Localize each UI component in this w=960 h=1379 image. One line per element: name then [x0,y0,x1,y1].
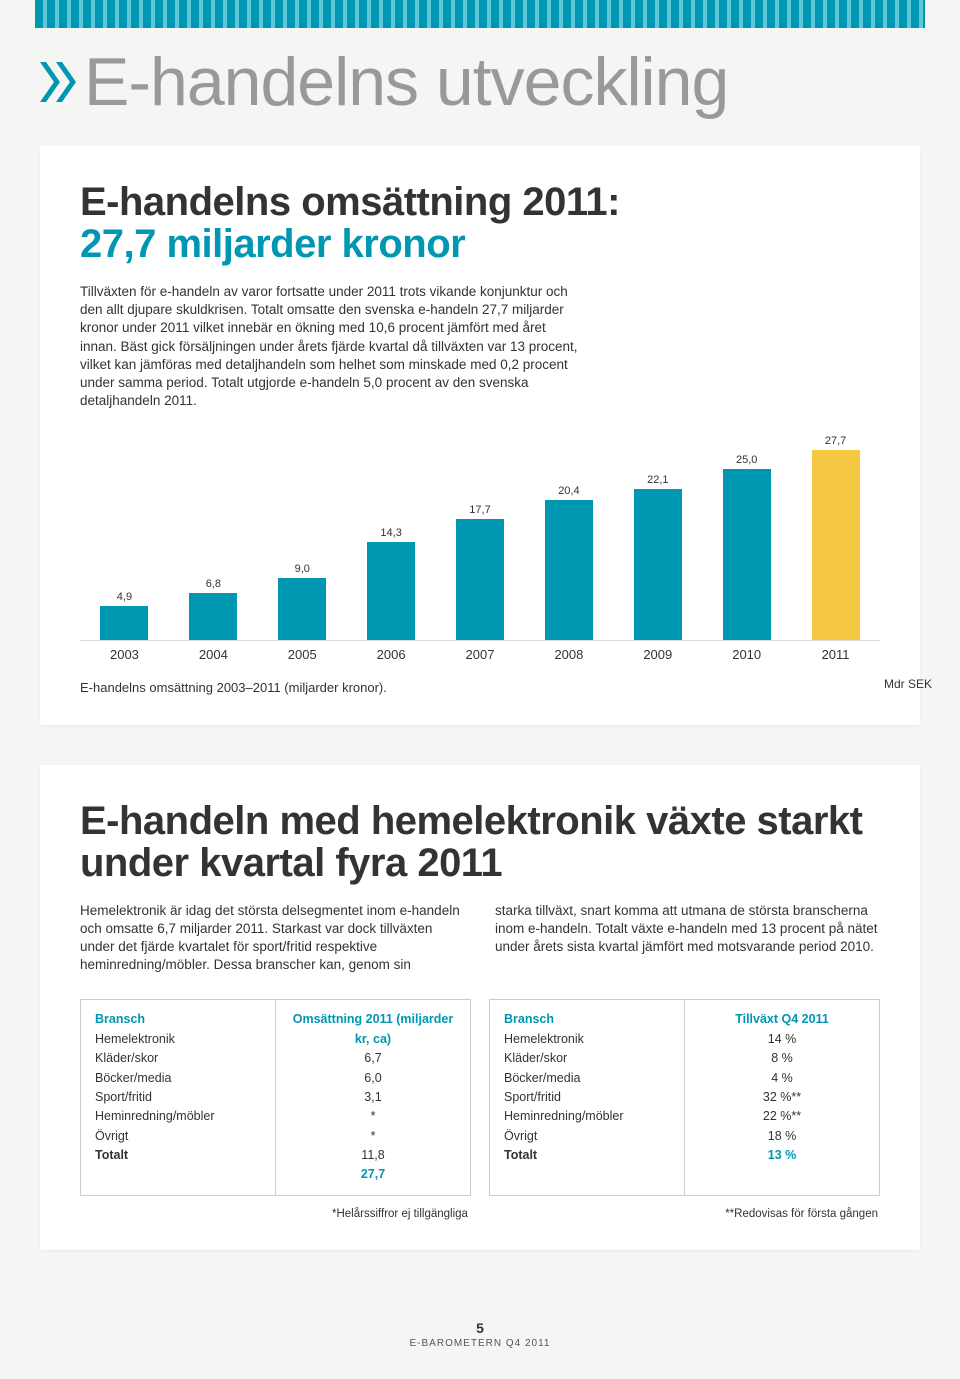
table-cell: 6,0 [290,1069,456,1088]
page-title-text: E-handelns utveckling [84,48,728,116]
bar [367,542,415,640]
page-number: 5 [40,1320,920,1336]
tables-row: BranschHemelektronikKläder/skorBöcker/me… [80,999,880,1195]
table-cell: Omsättning 2011 (miljarder kr, ca) [290,1010,456,1049]
x-label: 2004 [179,647,248,662]
table-cell: Sport/fritid [95,1088,261,1107]
bar [634,489,682,640]
bar-value-label: 20,4 [558,485,579,497]
chart-axis-label: Mdr SEK [884,677,932,691]
table-cell: Heminredning/möbler [95,1107,261,1126]
table-cell: Böcker/media [504,1069,670,1088]
table-cell: Kläder/skor [95,1049,261,1068]
bar [545,500,593,639]
bar [100,606,148,639]
section-revenue: E-handelns omsättning 2011: 27,7 miljard… [40,146,920,725]
x-label: 2007 [446,647,515,662]
table-cell: Sport/fritid [504,1088,670,1107]
page-footer: 5 E-BAROMETERN Q4 2011 [40,1320,920,1349]
bar-value-label: 14,3 [380,527,401,539]
chart-bar: 4,9 [90,421,159,640]
chart-bar: 20,4 [534,421,603,640]
table-cell: * [290,1127,456,1146]
section-growth: E-handeln med hemelektronik växte starkt… [40,765,920,1250]
page-title: E-handelns utveckling [40,48,920,116]
table-cell: * [290,1107,456,1126]
table-cell: 18 % [699,1127,865,1146]
table-cell: Heminredning/möbler [504,1107,670,1126]
table-cell: Övrigt [95,1127,261,1146]
chart-bar: 22,1 [623,421,692,640]
footnote-1: *Helårssiffror ej tillgängliga [332,1208,468,1220]
x-label: 2009 [623,647,692,662]
bar-value-label: 25,0 [736,454,757,466]
table-cell: Bransch [95,1010,261,1029]
table-cell: Övrigt [504,1127,670,1146]
footnotes: *Helårssiffror ej tillgängliga **Redovis… [80,1208,880,1220]
x-label: 2006 [357,647,426,662]
x-label: 2005 [268,647,337,662]
section1-heading-line1: E-handelns omsättning 2011: [80,181,880,223]
chart-bar: 9,0 [268,421,337,640]
table-cell: Böcker/media [95,1069,261,1088]
chart-caption: E-handelns omsättning 2003–2011 (miljard… [80,680,880,695]
section1-body: Tillväxten för e-handeln av varor fortsa… [80,283,580,411]
table-revenue: BranschHemelektronikKläder/skorBöcker/me… [80,999,471,1195]
chart-bar: 6,8 [179,421,248,640]
bar-value-label: 6,8 [206,578,221,590]
table-cell: Hemelektronik [95,1030,261,1049]
table-cell: 22 %** [699,1107,865,1126]
section2-body: Hemelektronik är idag det största delseg… [80,902,880,975]
bar-value-label: 27,7 [825,435,846,447]
publication-label: E-BAROMETERN Q4 2011 [40,1338,920,1349]
section1-heading-line2: 27,7 miljarder kronor [80,223,880,265]
x-label: 2010 [712,647,781,662]
table-cell: Totalt [504,1146,670,1165]
table-cell: 11,8 [290,1146,456,1165]
chevron-right-icon [40,62,76,102]
bar [723,469,771,640]
bar-value-label: 4,9 [117,591,132,603]
x-label: 2003 [90,647,159,662]
chart-bar: 17,7 [446,421,515,640]
table-total-value: 27,7 [290,1165,456,1184]
table-total-value: 13 % [699,1146,865,1165]
table-cell: 4 % [699,1069,865,1088]
bar [278,578,326,640]
chart-bar: 27,7 [801,421,870,640]
table-cell: Hemelektronik [504,1030,670,1049]
bar-value-label: 9,0 [295,563,310,575]
chart-bar: 14,3 [357,421,426,640]
table-cell: Bransch [504,1010,670,1029]
bar-value-label: 22,1 [647,474,668,486]
x-label: 2011 [801,647,870,662]
section2-col2: starka tillväxt, snart komma att utmana … [495,902,880,975]
table-cell: Tillväxt Q4 2011 [699,1010,865,1029]
page: E-handelns utveckling E-handelns omsättn… [0,0,960,1379]
revenue-chart: 4,96,89,014,317,720,422,125,027,7 Mdr SE… [80,421,880,695]
bar-value-label: 17,7 [469,504,490,516]
bar [189,593,237,639]
table-cell: 14 % [699,1030,865,1049]
table-growth: BranschHemelektronikKläder/skorBöcker/me… [489,999,880,1195]
table-cell: Totalt [95,1146,261,1165]
chart-bar: 25,0 [712,421,781,640]
bar [456,519,504,640]
table-cell: Kläder/skor [504,1049,670,1068]
section2-heading: E-handeln med hemelektronik växte starkt… [80,800,880,884]
section2-col1: Hemelektronik är idag det största delseg… [80,902,465,975]
table-cell: 3,1 [290,1088,456,1107]
footnote-2: **Redovisas för första gången [725,1208,878,1220]
table-cell: 6,7 [290,1049,456,1068]
x-label: 2008 [534,647,603,662]
table-cell: 32 %** [699,1088,865,1107]
decorative-top-bar [35,0,925,28]
table-cell: 8 % [699,1049,865,1068]
bar [812,450,860,639]
